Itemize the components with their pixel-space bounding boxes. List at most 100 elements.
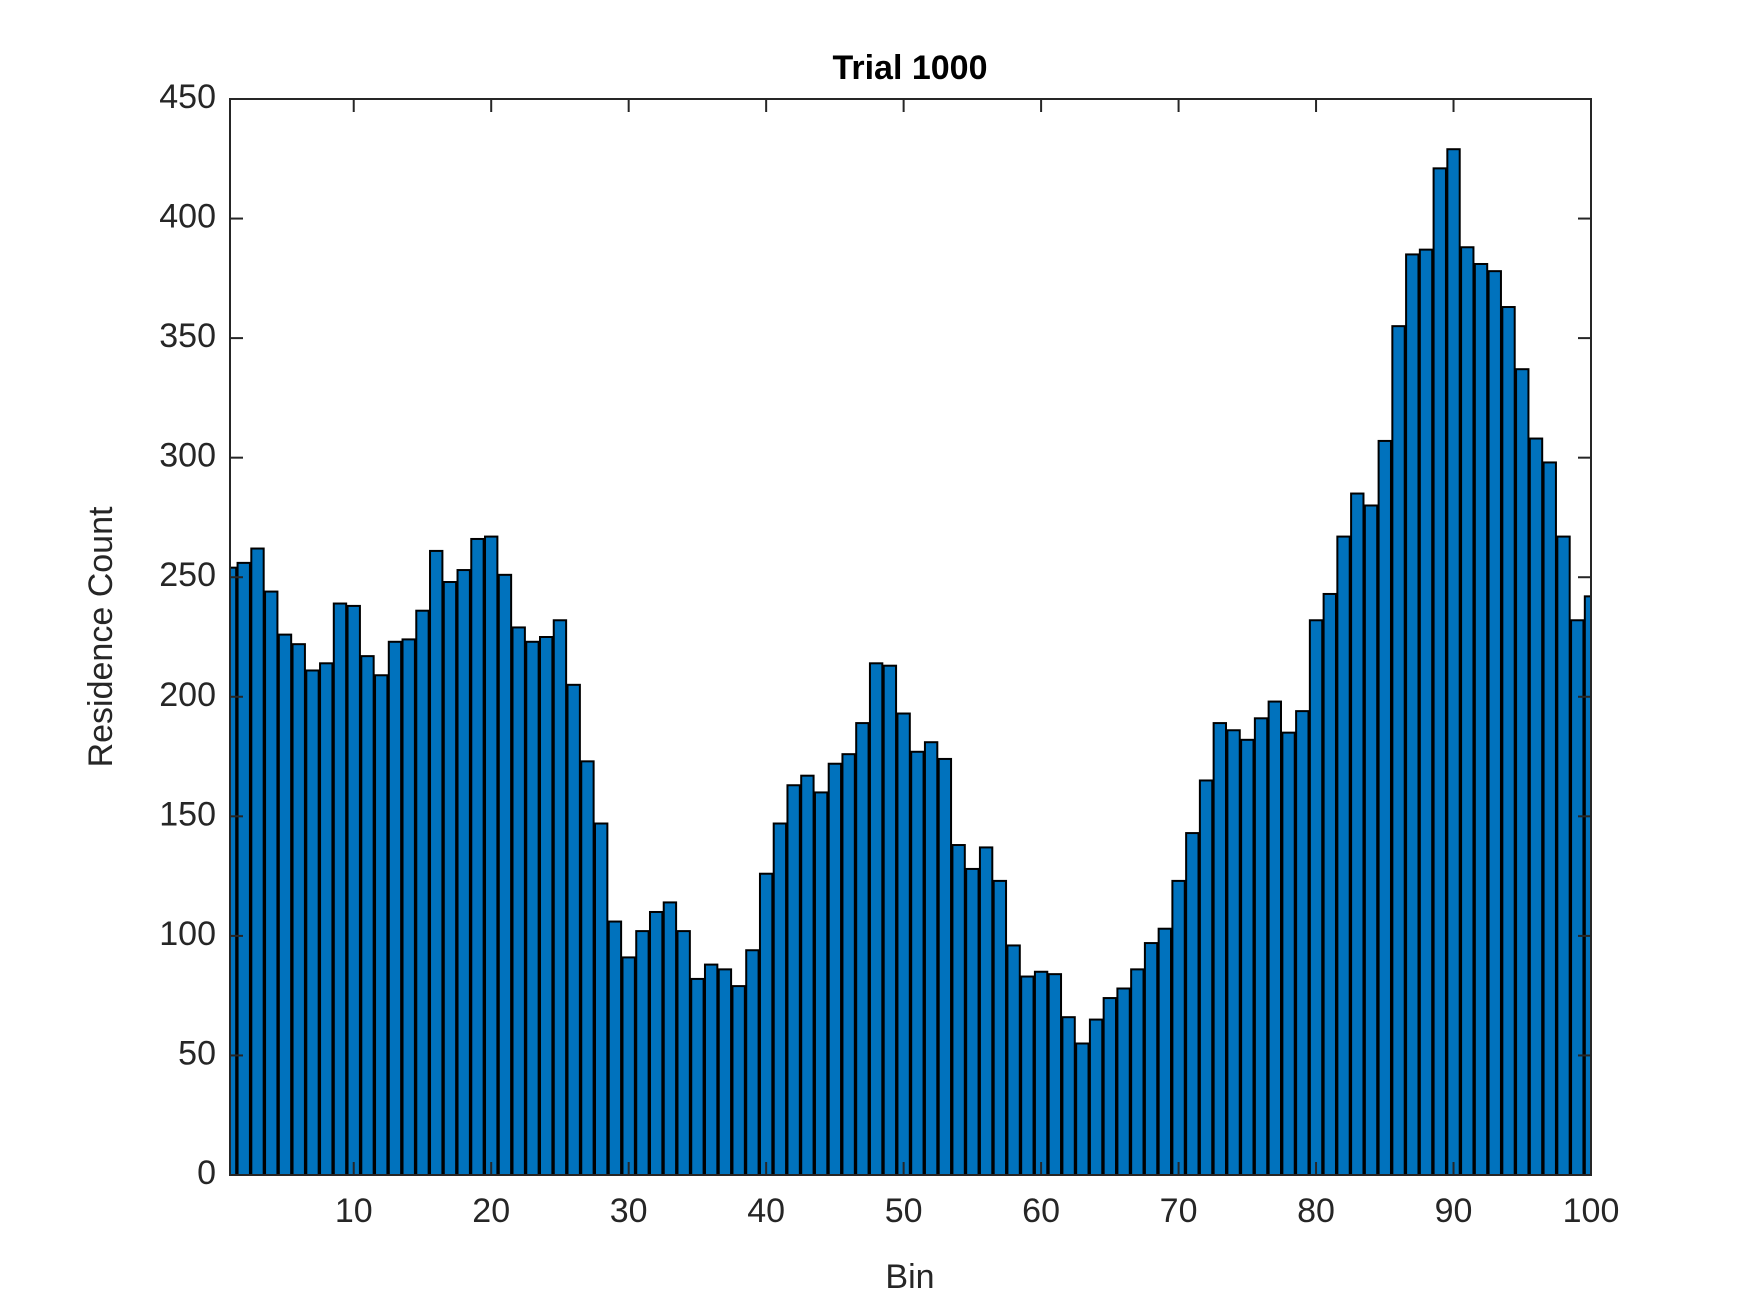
bar [264,590,279,1175]
bar [1088,1018,1104,1175]
y-tick-label: 0 [197,1154,216,1192]
bar [937,757,953,1175]
chart-title: Trial 1000 [832,49,987,87]
x-tick-label: 90 [1435,1192,1473,1230]
y-tick-label: 400 [159,198,216,236]
x-tick-label: 10 [335,1192,373,1230]
bar [511,626,526,1175]
bar [387,640,403,1175]
bar [277,633,293,1175]
bar [621,956,636,1175]
bar [1198,779,1214,1175]
bar [1460,246,1475,1175]
bar [442,581,458,1175]
bar [1350,492,1365,1175]
bar [1020,975,1035,1175]
bar [1556,535,1571,1175]
x-tick-label: 20 [472,1192,510,1230]
bar [291,643,306,1175]
bar [1212,722,1228,1175]
bar [1473,262,1489,1175]
bar [1446,148,1461,1175]
bar [745,949,760,1175]
bar [346,604,361,1175]
bar [607,920,623,1175]
bar [868,662,884,1175]
bar [896,712,911,1175]
bar [401,638,416,1175]
bar [992,879,1008,1175]
bar [1267,700,1282,1175]
bar [230,566,238,1175]
bar [1501,306,1516,1175]
bar [566,683,581,1175]
bar [758,872,774,1175]
x-tick-label: 30 [610,1192,648,1230]
bar [484,535,499,1175]
bar [1185,832,1200,1175]
bar [813,791,829,1175]
y-tick-label: 50 [178,1034,216,1072]
bar [580,760,595,1175]
bar [539,636,554,1175]
bar [703,963,719,1175]
bar [1377,439,1392,1175]
bar [1281,731,1296,1175]
y-tick-label: 150 [159,795,216,833]
x-axis-label: Bin [885,1258,934,1296]
x-tick-label: 60 [1022,1192,1060,1230]
bar [690,977,705,1175]
bar [1363,504,1379,1175]
y-tick-label: 350 [159,317,216,355]
y-tick-label: 100 [159,915,216,953]
y-tick-label: 200 [159,676,216,714]
bar [951,844,966,1175]
bar [374,674,389,1175]
bar [882,664,898,1175]
y-tick-label: 450 [159,78,216,116]
bar [648,910,664,1175]
bar [332,602,348,1175]
bar [1006,944,1021,1175]
bar [1405,253,1420,1175]
x-tick-label: 70 [1160,1192,1198,1230]
bar [910,750,925,1175]
bar [1171,879,1186,1175]
bar [1391,325,1406,1175]
x-tick-label: 50 [885,1192,923,1230]
bar-group [230,148,1591,1175]
bar [731,985,746,1175]
bar [965,867,980,1175]
bar [1061,1016,1076,1175]
axes-box [229,98,1592,1176]
bar [250,547,265,1175]
bar [1542,461,1557,1175]
bar [1116,987,1131,1175]
x-tick-label: 100 [1563,1192,1620,1230]
bar [497,573,513,1175]
bar [786,784,801,1175]
bar [456,569,471,1175]
bar [552,619,568,1175]
bar [635,930,650,1175]
bar [470,537,485,1175]
bar [1528,437,1544,1175]
bar [978,846,994,1175]
y-tick-label: 250 [159,556,216,594]
bar [1418,248,1434,1175]
bar [236,561,251,1175]
bar [1240,738,1255,1175]
bar [855,722,870,1175]
bar [525,640,540,1175]
x-tick-label: 40 [747,1192,785,1230]
bar [415,609,430,1175]
bar [429,549,444,1175]
bar [1047,973,1063,1175]
bar [593,822,609,1175]
bar [1432,167,1447,1175]
bar [1226,729,1241,1175]
bar [717,968,733,1175]
bar [772,822,788,1175]
bar [800,774,815,1175]
